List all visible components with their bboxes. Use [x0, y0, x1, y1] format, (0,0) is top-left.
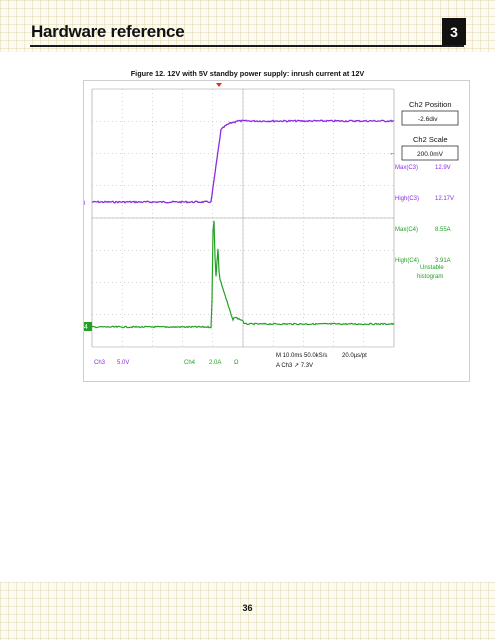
measurement-label: Max(C4) [395, 227, 418, 233]
ch3-scale-value: 5.0V [117, 360, 129, 366]
trigger-readout: A Ch3 ↗ 7.3V [276, 363, 313, 369]
sample-interval-readout: 20.0µs/pt [342, 353, 367, 359]
measurement-value: 8.55A [435, 227, 451, 233]
oscilloscope-screenshot: 3 4 ← Ch2 Position -2.6div Ch2 Scale 200… [83, 80, 470, 382]
timebase-readout: M 10.0ms 50.0kS/s [276, 353, 327, 359]
ch2-position-label: Ch2 Position [409, 100, 452, 109]
measurement-value: 12.17V [435, 196, 454, 202]
measurement-label: High(C4) [395, 258, 419, 264]
figure-caption: Figure 12. 12V with 5V standby power sup… [130, 69, 365, 78]
graticule [91, 88, 395, 348]
unstable-histogram-line2: histogram [417, 274, 443, 280]
ch4-ground-marker: 4 [84, 324, 88, 331]
chapter-title: Hardware reference [31, 22, 185, 41]
ch4-scale-label: Ch4 [184, 360, 196, 366]
page-number: 36 [242, 603, 253, 613]
ch4-ground-marker-box [84, 322, 92, 331]
ch3-scale-label: Ch3 [94, 360, 106, 366]
ch2-scale-box [401, 145, 459, 161]
ch2-level-arrow: ← [389, 150, 396, 157]
ch4-impedance-icon: Ω [234, 360, 239, 366]
measurement-label: Max(C3) [395, 165, 418, 171]
ch2-scale-value: 200.0mV [417, 151, 444, 158]
ch2-position-value: -2.6div [418, 116, 438, 123]
measurement-value: 12.9V [435, 165, 451, 171]
ch2-position-box [401, 110, 459, 126]
header-rule [30, 45, 464, 47]
chapter-number-badge: 3 [442, 18, 466, 45]
ch4-scale-value: 2.0A [209, 360, 221, 366]
header-decoration [0, 0, 495, 52]
measurements-panel: Max(C3) 12.9V High(C3) 12.17V Max(C4) 8.55A Hi… [395, 165, 454, 264]
footer-decoration [0, 582, 495, 640]
unstable-histogram-line1: Unstable [420, 265, 444, 271]
ch4-current-trace [91, 220, 395, 329]
measurement-value: 3.91A [435, 258, 451, 264]
ch3-ground-marker: 3 [84, 201, 86, 207]
ch2-scale-label: Ch2 Scale [413, 135, 448, 144]
oscilloscope-display: 3 4 ← Ch2 Position -2.6div Ch2 Scale 200… [84, 83, 459, 369]
ch3-voltage-trace [91, 119, 395, 204]
measurement-label: High(C3) [395, 196, 419, 202]
trigger-position-marker [216, 83, 222, 87]
